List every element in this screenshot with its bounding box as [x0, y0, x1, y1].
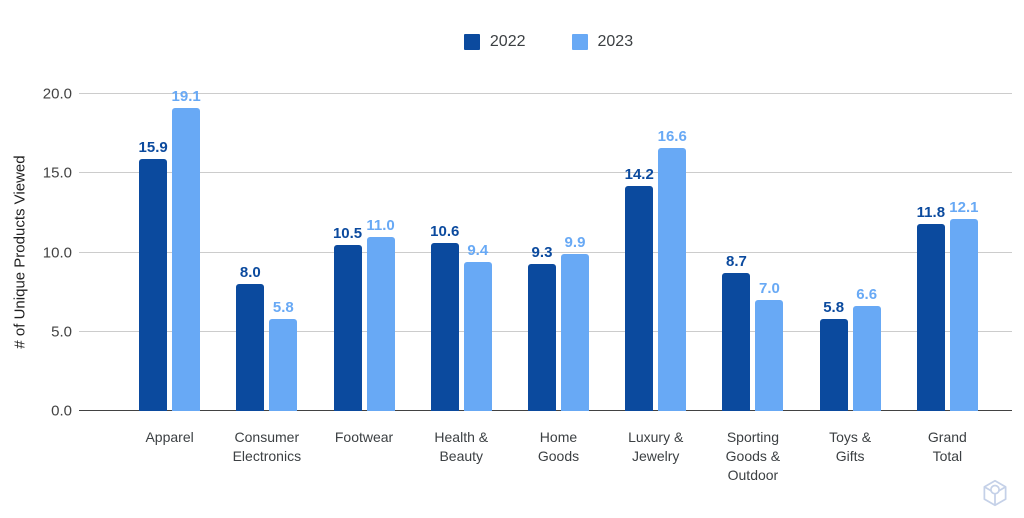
- bar-value-label: 6.6: [856, 286, 878, 304]
- y-tick-label: 10.0: [42, 244, 72, 261]
- gridline: [85, 93, 1012, 94]
- bar-groups: 15.9 19.1 Apparel 8.0 5.8 Consumer Electronic…: [121, 88, 996, 483]
- bar-pair: 9.3 9.9: [510, 94, 607, 411]
- bar-group: 5.8 6.6 Toys & Gifts: [802, 94, 899, 464]
- y-tick-label: 5.0: [51, 323, 72, 341]
- bar-2022: 10.6: [430, 223, 459, 411]
- bar-2022: 14.2: [625, 166, 654, 411]
- bar-pair: 5.8 6.6: [802, 94, 899, 411]
- y-axis-tick: [79, 410, 85, 411]
- bar-value-label: 11.8: [916, 203, 946, 221]
- bar-group: 14.2 16.6 Luxury & Jewelry: [607, 94, 704, 464]
- bar-2022: 11.8: [917, 204, 945, 411]
- cube-outline-icon: [983, 479, 1007, 507]
- bar-2023: 9.4: [463, 242, 492, 411]
- y-tick-label: 20.0: [42, 85, 72, 103]
- bar-2023: 9.9: [560, 234, 589, 411]
- bar-value-label: 9.9: [564, 234, 586, 252]
- y-tick-label: 0.0: [51, 402, 72, 420]
- category-label: Sporting Goods & Outdoor: [725, 429, 781, 483]
- y-axis-tick: [79, 251, 85, 253]
- bar-2023: 6.6: [852, 286, 881, 411]
- category-label: Home Goods: [537, 429, 580, 464]
- bar-value-label: 16.6: [657, 127, 687, 145]
- bar-group: 10.5 11.0 Footwear: [315, 94, 412, 445]
- legend-swatch: [571, 34, 588, 50]
- bar-2023: 16.6: [658, 128, 687, 411]
- legend-item-2022: 2022: [463, 33, 526, 51]
- bar-value-label: 19.1: [171, 88, 201, 106]
- bar-group: 8.7 7.0 Sporting Goods & Outdoor: [704, 94, 801, 483]
- bar-2023: 7.0: [755, 280, 784, 411]
- bar-value-label: 14.2: [624, 165, 654, 183]
- bar-2023: 5.8: [269, 299, 298, 411]
- gridline: [85, 172, 1012, 174]
- bar-value-label: 9.4: [467, 242, 489, 260]
- legend-label: 2023: [597, 33, 634, 50]
- bar-value-label: 10.6: [430, 223, 460, 240]
- bar-2022: 5.8: [819, 299, 848, 411]
- bar-value-label: 5.8: [823, 299, 845, 317]
- y-tick-label: 15.0: [42, 164, 72, 182]
- bar-pair: 8.0 5.8: [218, 94, 315, 411]
- bar-2023: 12.1: [949, 199, 978, 411]
- bar-2022: 8.0: [236, 264, 265, 411]
- category-label: Grand Total: [927, 429, 967, 464]
- gridline: [85, 251, 1012, 253]
- category-label: Luxury & Jewelry: [628, 429, 684, 464]
- legend-swatch: [463, 34, 480, 50]
- category-label: Consumer Electronics: [232, 429, 302, 464]
- bar-pair: 14.2 16.6: [607, 94, 704, 411]
- legend-item-2023: 2023: [571, 33, 634, 51]
- bar-2022: 9.3: [527, 244, 556, 411]
- category-label: Toys & Gifts: [829, 429, 872, 464]
- bar-2022: 10.5: [333, 225, 362, 411]
- bar-pair: 11.8 12.1: [899, 94, 996, 411]
- category-label: Footwear: [334, 429, 394, 445]
- category-label: Apparel: [145, 429, 194, 445]
- plot-area: 0.0 5.0 10.0 15.0 20.0 15.9 19.1 Apparel 8.0 5.8…: [43, 86, 1012, 483]
- y-axis-tick: [79, 330, 85, 332]
- bar-group: 8.0 5.8 Consumer Electronics: [218, 94, 315, 464]
- bar-value-label: 10.5: [332, 224, 363, 242]
- bar-2023: 11.0: [366, 217, 395, 411]
- bar-value-label: 8.7: [725, 253, 747, 271]
- legend-label: 2022: [489, 33, 526, 50]
- bar-group: 11.8 12.1 Grand Total: [899, 94, 996, 464]
- chart-legend: 2022 2023: [85, 33, 1012, 51]
- bar-value-label: 9.3: [531, 243, 553, 261]
- bar-value-label: 5.8: [272, 299, 294, 317]
- bar-pair: 8.7 7.0: [704, 94, 801, 411]
- bar-group: 15.9 19.1 Apparel: [121, 88, 218, 445]
- bar-group: 9.3 9.9 Home Goods: [510, 94, 607, 464]
- y-axis-tick: [79, 172, 85, 174]
- y-axis-title: # of Unique Products Viewed: [11, 155, 29, 349]
- bar-value-label: 8.0: [239, 264, 261, 282]
- bar-2023: 19.1: [172, 88, 201, 411]
- bar-value-label: 11.0: [366, 216, 395, 234]
- bar-2022: 15.9: [139, 139, 168, 411]
- bar-value-label: 12.1: [949, 199, 979, 217]
- bar-pair: 10.6 9.4: [413, 94, 510, 411]
- bar-pair: 10.5 11.0: [315, 94, 412, 411]
- y-axis-tick: [79, 93, 85, 94]
- bar-value-label: 15.9: [138, 139, 168, 156]
- category-label: Health & Beauty: [434, 429, 489, 464]
- bar-group: 10.6 9.4 Health & Beauty: [413, 94, 510, 464]
- bar-2022: 8.7: [722, 253, 751, 411]
- bar-value-label: 7.0: [758, 280, 780, 298]
- bar-pair: 15.9 19.1: [121, 88, 218, 411]
